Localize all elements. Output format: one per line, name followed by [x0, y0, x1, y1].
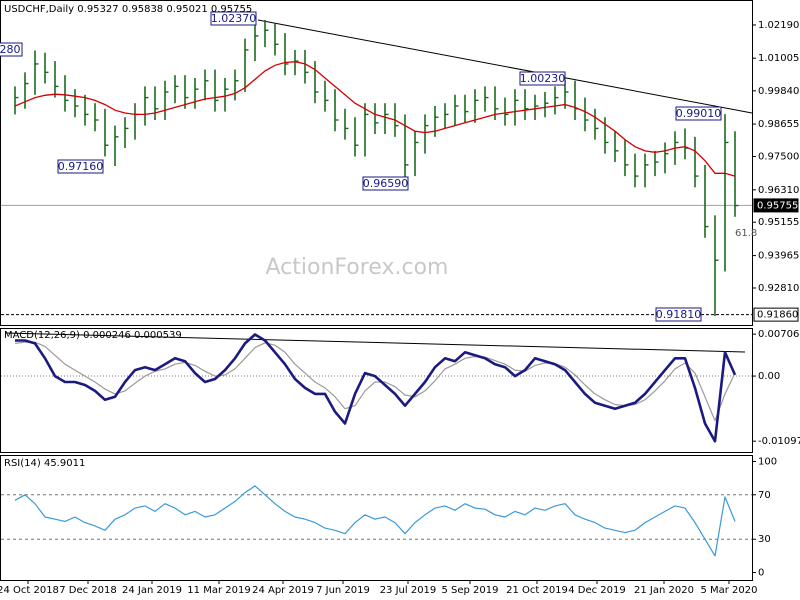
panel-frame — [0, 455, 753, 581]
series-line — [14, 485, 736, 557]
y-tick-label: 0.95155 — [758, 217, 799, 228]
panel-frame — [0, 328, 753, 453]
x-tick-label: 24 Apr 2019 — [252, 585, 314, 596]
annotation-text: 1.02370 — [211, 12, 257, 25]
y-tick-label: 1.02190 — [758, 20, 799, 31]
panel-frame — [0, 0, 753, 326]
price-level-box — [753, 307, 799, 322]
annotation-text: 0.97160 — [58, 160, 104, 173]
x-tick-label: 4 Dec 2019 — [568, 585, 626, 596]
x-tick-label: 11 Mar 2019 — [187, 585, 250, 596]
panel-title: MACD(12,26,9) 0.000246 0.000539 — [4, 330, 182, 341]
x-tick-label: 23 Jul 2019 — [380, 585, 437, 596]
x-tick-label: 5 Mar 2020 — [700, 585, 757, 596]
y-tick-label: 0.99840 — [758, 86, 799, 97]
y-tick-label: 30 — [758, 534, 771, 545]
series-line — [15, 333, 737, 443]
x-tick-label: 24 Oct 2018 — [0, 585, 59, 596]
y-tick-label: 0.98655 — [758, 119, 799, 130]
annotation: 0.96590 — [362, 176, 409, 191]
trend-line — [4, 332, 746, 353]
x-tick-label: 21 Oct 2019 — [506, 585, 568, 596]
annotation: 0.97160 — [57, 159, 104, 174]
price-level-label: 0.91860 — [757, 310, 798, 321]
x-tick-label: 24 Jan 2019 — [122, 585, 182, 596]
annotation: 0.91810 — [655, 307, 702, 322]
y-tick-label: 1.01005 — [758, 53, 799, 64]
annotation-box — [655, 307, 702, 322]
annotation-text: 280 — [0, 43, 21, 56]
x-tick-label: 7 Jun 2019 — [316, 585, 370, 596]
annotation-text: 0.99010 — [676, 107, 722, 120]
x-tick-label: 7 Dec 2018 — [59, 585, 117, 596]
y-tick-label: 100 — [758, 456, 777, 467]
y-tick-label: -0.010975 — [758, 436, 800, 447]
y-tick-label: 0.93965 — [758, 251, 799, 262]
panel-title: RSI(14) 45.9011 — [4, 458, 85, 469]
annotation-box — [210, 11, 257, 26]
annotation-box — [0, 42, 23, 57]
y-tick-label: 0 — [758, 568, 764, 579]
watermark: ActionForex.com — [266, 255, 449, 280]
annotation: 280 — [0, 42, 23, 57]
annotation-box — [519, 71, 566, 86]
moving-average — [14, 61, 736, 177]
panel-title: USDCHF,Daily 0.95327 0.95838 0.95021 0.9… — [4, 4, 252, 15]
fib-label: 61.8 — [735, 228, 757, 239]
y-tick-label: 0.97500 — [758, 151, 799, 162]
annotation-box — [362, 176, 409, 191]
annotation-text: 0.91810 — [656, 308, 702, 321]
x-tick-label: 5 Sep 2019 — [441, 585, 498, 596]
y-tick-label: 0.007066 — [758, 329, 800, 340]
trend-line — [257, 19, 753, 114]
annotation-text: 0.96590 — [363, 177, 409, 190]
x-tick-label: 21 Jan 2020 — [634, 585, 694, 596]
annotation-box — [57, 159, 104, 174]
annotation-text: 1.00230 — [520, 72, 566, 85]
price-level-label: 0.95755 — [757, 200, 798, 211]
annotation: 0.99010 — [675, 106, 722, 121]
y-tick-label: 0.00 — [758, 371, 780, 382]
annotation: 1.00230 — [519, 71, 566, 86]
annotation-box — [675, 106, 722, 121]
annotations: 1.02370 0.97160 0.96590 1.00230 0.99010 … — [0, 11, 757, 322]
series-line — [14, 341, 736, 422]
y-tick-label: 0.96310 — [758, 185, 799, 196]
price-level-box — [753, 198, 799, 213]
y-tick-label: 70 — [758, 490, 771, 501]
annotation: 1.02370 — [210, 11, 257, 26]
y-tick-label: 0.92810 — [758, 283, 799, 294]
